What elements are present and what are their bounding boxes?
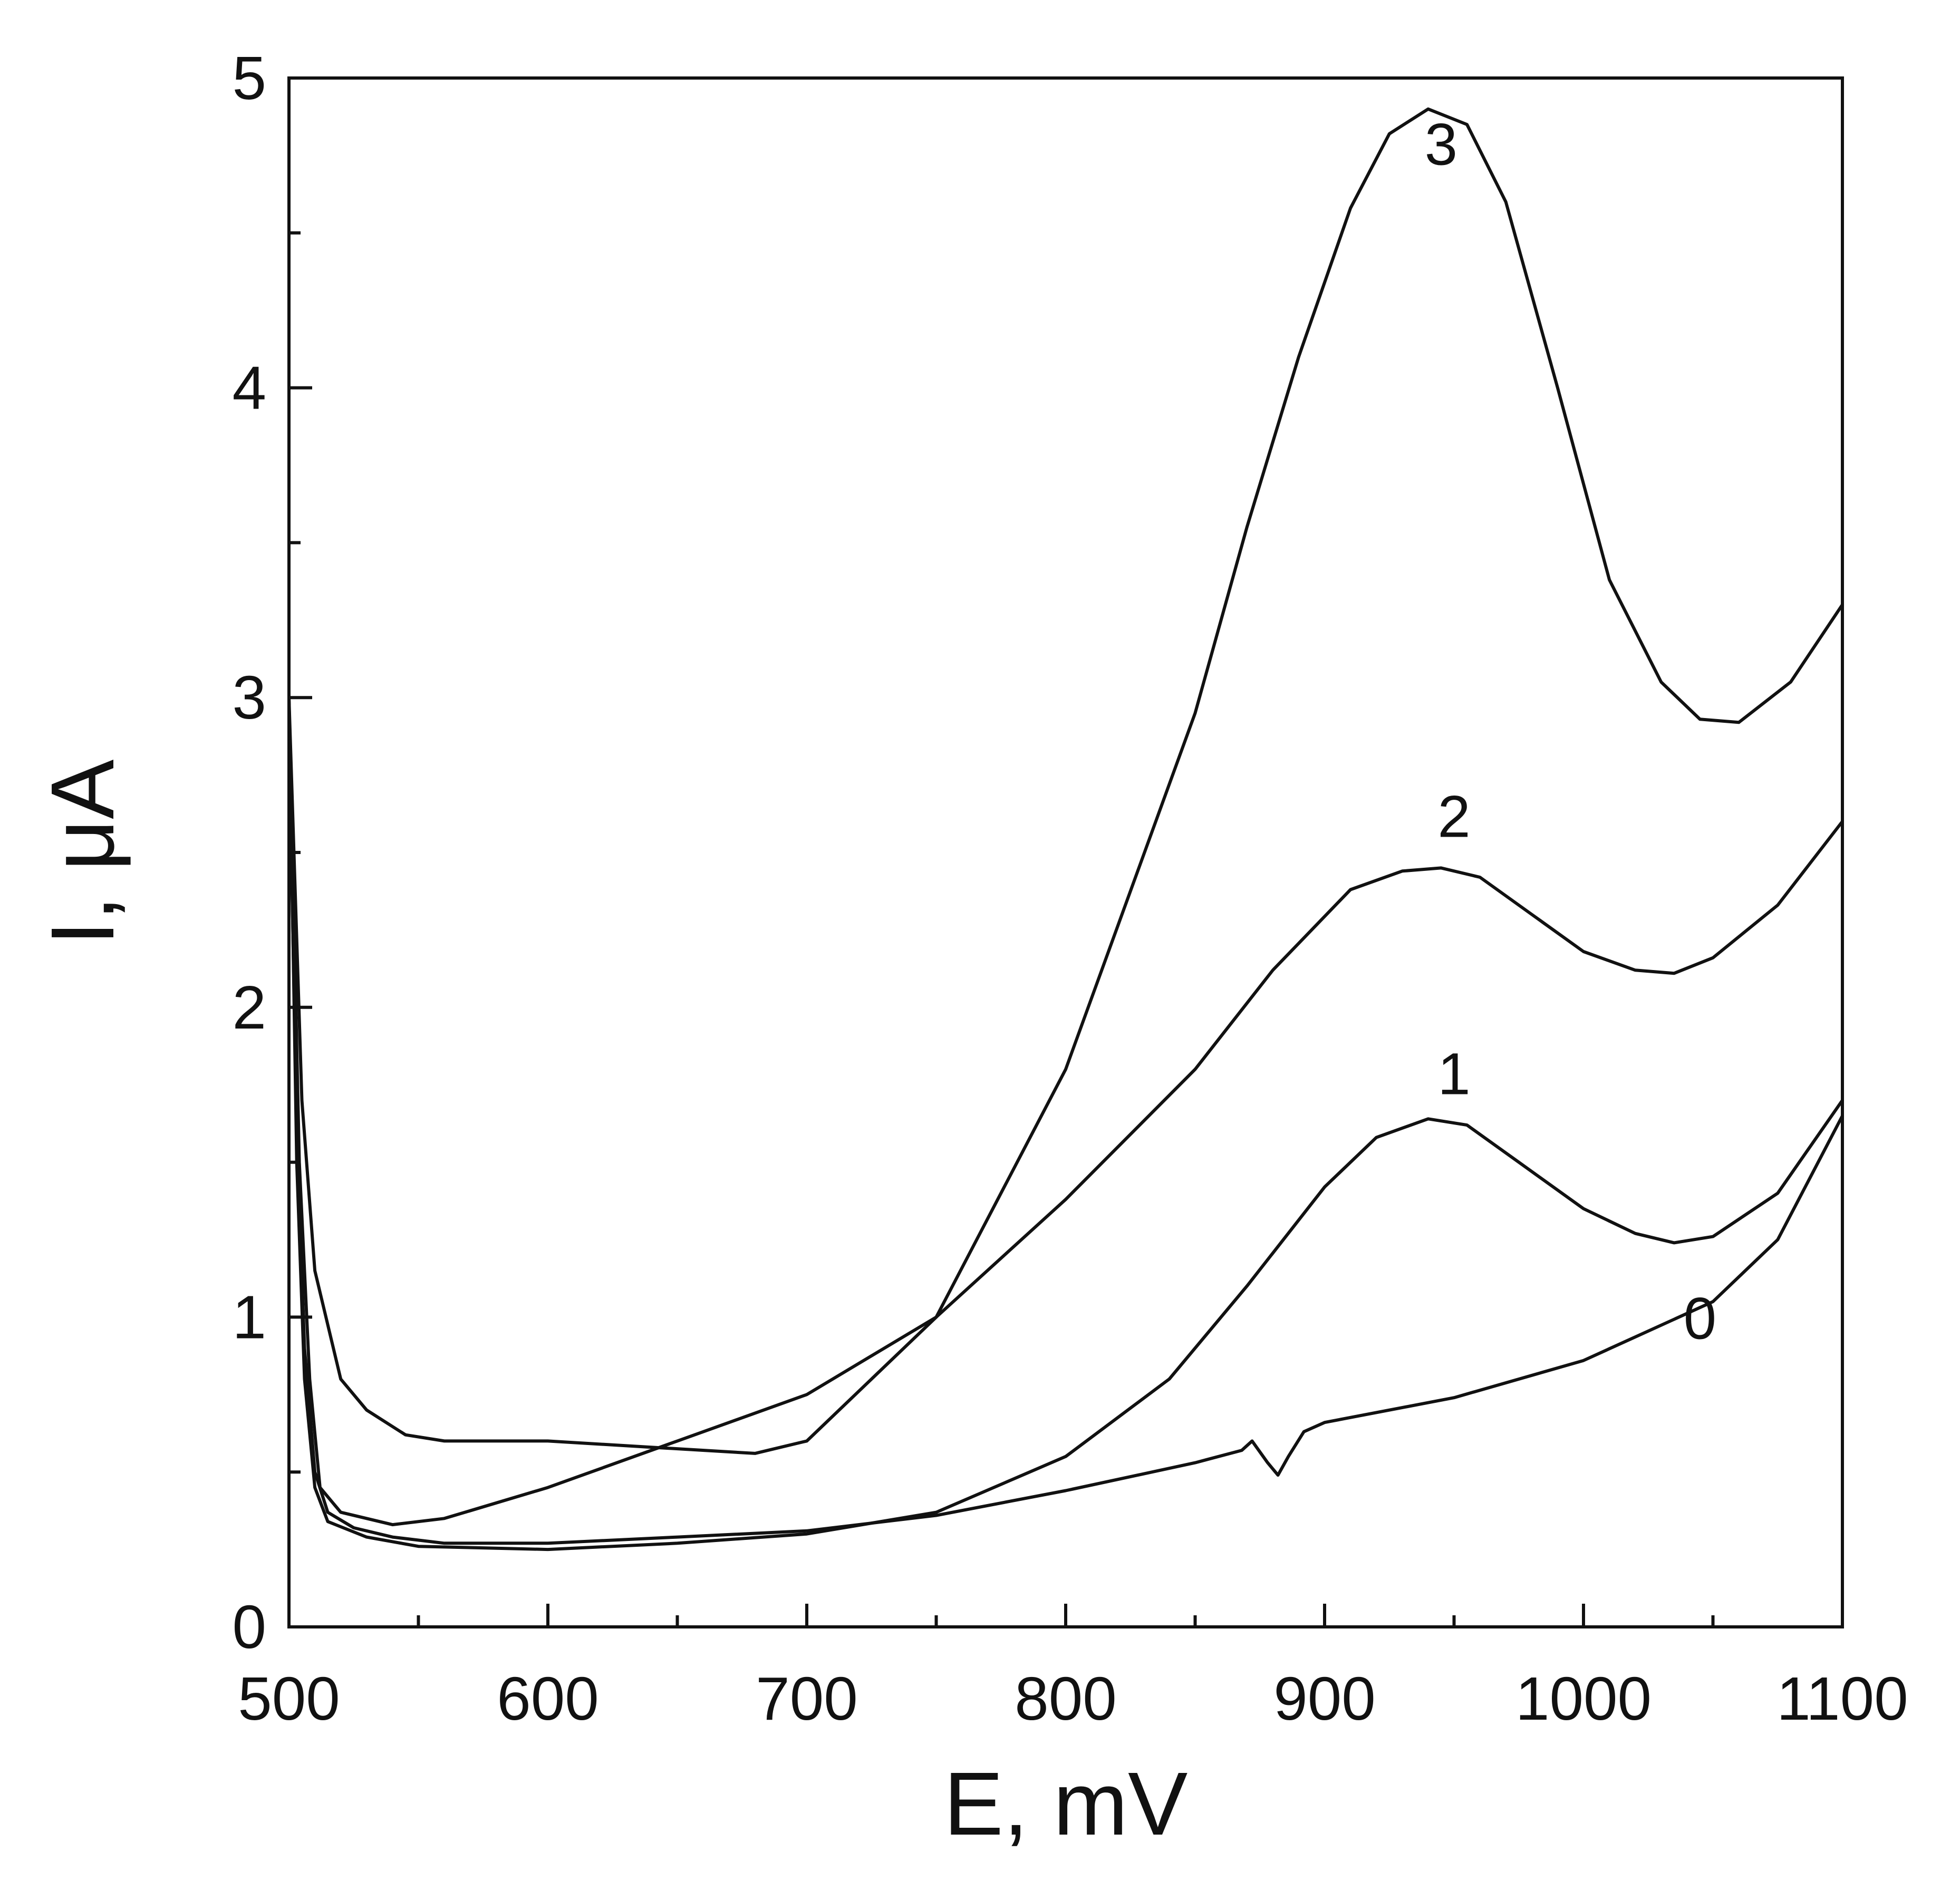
y-tick-label: 2 — [232, 973, 266, 1042]
x-tick-labels: 500 600 700 800 900 1000 1100 — [238, 1664, 1908, 1733]
x-tick-label: 1100 — [1776, 1664, 1908, 1733]
x-tick-label: 700 — [756, 1664, 858, 1733]
y-tick-label: 3 — [232, 663, 266, 732]
curves — [287, 107, 1844, 1552]
y-tick-label: 0 — [232, 1593, 266, 1661]
x-tick-label: 1000 — [1515, 1664, 1652, 1733]
curve-label-2: 2 — [1437, 784, 1470, 850]
curve-label-1: 1 — [1437, 1041, 1470, 1107]
y-axis-title: I, μA — [33, 759, 133, 946]
y-tick-label: 5 — [232, 44, 266, 112]
curve-label-3: 3 — [1425, 112, 1457, 178]
curve-0 — [287, 727, 1844, 1545]
major-ticks — [287, 76, 1844, 1628]
curve-1 — [287, 696, 1844, 1552]
curve-3 — [287, 107, 1844, 1455]
y-tick-labels: 0 1 2 3 4 5 — [232, 44, 266, 1661]
curve-2 — [287, 696, 1844, 1527]
y-tick-label: 4 — [232, 354, 266, 422]
y-tick-label: 1 — [232, 1283, 266, 1351]
plot-frame — [287, 76, 1844, 1628]
x-tick-label: 500 — [238, 1664, 340, 1733]
x-tick-label: 800 — [1015, 1664, 1117, 1733]
x-axis-title: E, mV — [944, 1754, 1188, 1854]
x-tick-label: 900 — [1273, 1664, 1376, 1733]
curve-label-0: 0 — [1684, 1286, 1716, 1352]
minor-ticks — [289, 231, 1715, 1627]
curve-labels: 0 1 2 3 — [1425, 112, 1716, 1352]
x-tick-label: 600 — [497, 1664, 599, 1733]
